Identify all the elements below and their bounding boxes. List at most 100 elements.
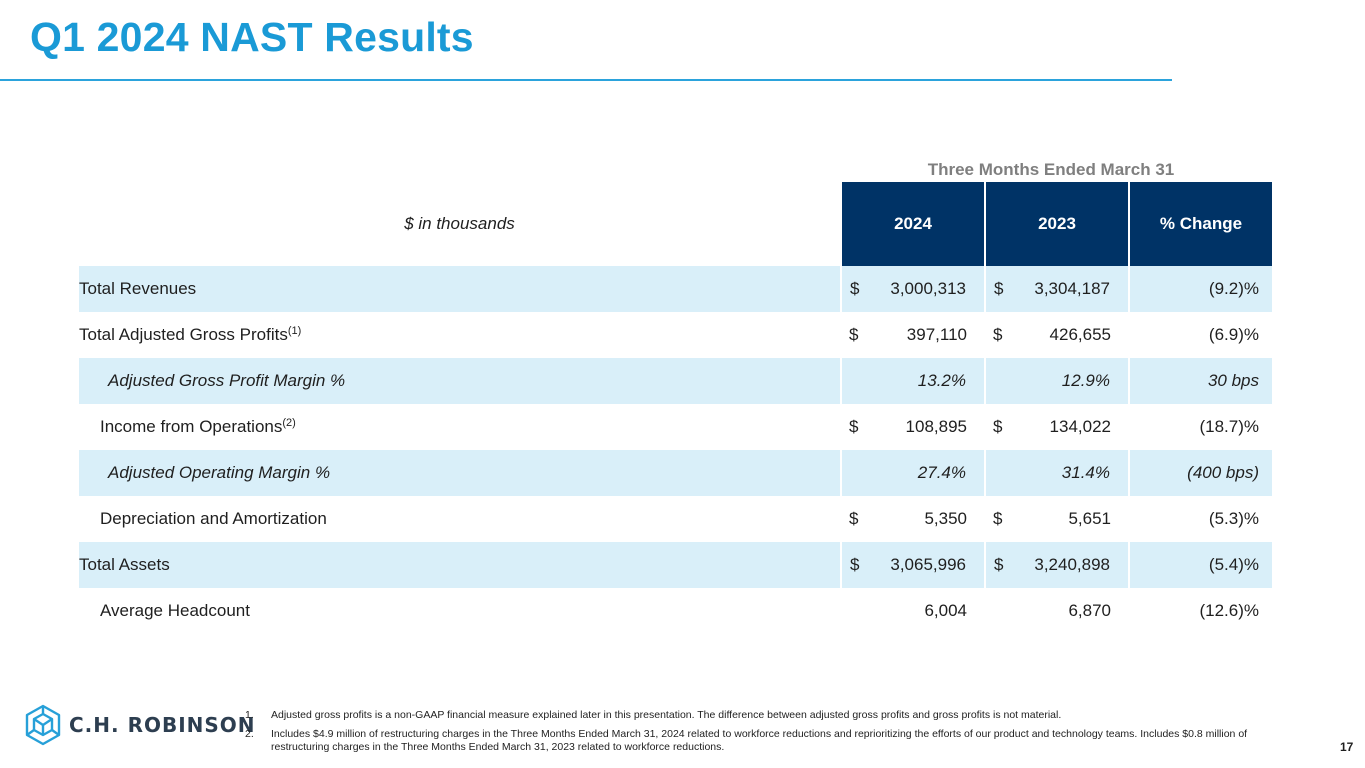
value-2024: $5,350 [841, 496, 985, 542]
table-row: Total Revenues $3,000,313 $3,304,187 (9.… [79, 266, 1272, 312]
row-label-text: Adjusted Operating Margin % [108, 463, 331, 482]
footnote-ref: (1) [287, 325, 302, 337]
row-label: Total Adjusted Gross Profits(1) [79, 312, 841, 358]
table-row: Depreciation and Amortization $5,350 $5,… [79, 496, 1272, 542]
dollar-sign: $ [849, 325, 859, 344]
table-row: Total Adjusted Gross Profits(1) $397,110… [79, 312, 1272, 358]
value-2023: 6,870 [985, 588, 1129, 634]
value-change: (400 bps) [1128, 450, 1272, 496]
value-2023: $5,651 [985, 496, 1129, 542]
amount: (18.7)% [1199, 417, 1259, 436]
value-change: (18.7)% [1129, 404, 1272, 450]
table-row: Adjusted Operating Margin % 27.4% 31.4% … [79, 450, 1272, 496]
amount: 31.4% [1061, 463, 1110, 482]
amount: 30 bps [1207, 371, 1259, 390]
page-title: Q1 2024 NAST Results [30, 14, 474, 60]
table-row: Adjusted Gross Profit Margin % 13.2% 12.… [79, 358, 1272, 404]
amount: 134,022 [1049, 417, 1111, 436]
amount: (5.4)% [1208, 555, 1259, 574]
value-2024: $3,065,996 [840, 542, 985, 588]
dollar-sign: $ [850, 279, 860, 298]
table-header-row: $ in thousands 2024 2023 % Change [79, 182, 1272, 266]
amount: 397,110 [906, 325, 967, 344]
row-label-text: Total Adjusted Gross Profits [79, 325, 288, 344]
dollar-sign: $ [849, 509, 859, 528]
amount: 3,240,898 [1034, 555, 1110, 574]
amount: (9.2)% [1208, 279, 1259, 298]
value-2024: 13.2% [840, 358, 985, 404]
amount: (5.3)% [1208, 509, 1259, 528]
amount: 27.4% [917, 463, 966, 482]
amount: 5,651 [1068, 509, 1111, 528]
row-label: Depreciation and Amortization [79, 496, 841, 542]
dollar-sign: $ [993, 417, 1003, 436]
column-header-2023: 2023 [984, 182, 1129, 266]
row-label: Average Headcount [79, 588, 841, 634]
dollar-sign: $ [993, 509, 1003, 528]
amount: 6,870 [1068, 601, 1111, 620]
value-change: (6.9)% [1129, 312, 1272, 358]
amount: (12.6)% [1199, 601, 1259, 620]
footnote-number: 1. [245, 709, 254, 721]
footnote-text: Includes $4.9 million of restructuring c… [271, 728, 1248, 753]
value-2024: $3,000,313 [840, 266, 985, 312]
dollar-sign: $ [850, 555, 860, 574]
value-2023: 31.4% [984, 450, 1129, 496]
row-label-text: Depreciation and Amortization [100, 509, 327, 528]
page-number: 17 [1340, 740, 1354, 754]
row-label: Income from Operations(2) [79, 404, 841, 450]
value-2024: $397,110 [841, 312, 985, 358]
title-divider [0, 79, 1172, 81]
dollar-sign: $ [994, 279, 1004, 298]
nast-results-table: $ in thousands 2024 2023 % Change Total … [79, 182, 1272, 634]
value-2024: 27.4% [840, 450, 985, 496]
footnote-item: 1. Adjusted gross profits is a non-GAAP … [245, 709, 1265, 722]
amount: (400 bps) [1187, 463, 1259, 482]
value-2023: $426,655 [985, 312, 1129, 358]
dollar-sign: $ [993, 325, 1003, 344]
row-label-text: Average Headcount [100, 601, 250, 620]
row-label: Adjusted Gross Profit Margin % [79, 358, 841, 404]
cube-logo-icon [25, 704, 61, 746]
amount: 3,065,996 [890, 555, 966, 574]
dollar-sign: $ [849, 417, 859, 436]
column-header-change: % Change [1128, 182, 1272, 266]
table-row: Total Assets $3,065,996 $3,240,898 (5.4)… [79, 542, 1272, 588]
amount: 13.2% [917, 371, 966, 390]
amount: 12.9% [1061, 371, 1110, 390]
footnotes: 1. Adjusted gross profits is a non-GAAP … [245, 709, 1265, 760]
row-label-text: Total Assets [79, 555, 170, 574]
amount: 426,655 [1049, 325, 1111, 344]
value-change: 30 bps [1128, 358, 1272, 404]
value-2024: $108,895 [841, 404, 985, 450]
footnote-ref: (2) [282, 417, 296, 429]
amount: (6.9)% [1208, 325, 1259, 344]
row-label-text: Income from Operations [100, 417, 283, 436]
value-2023: $134,022 [985, 404, 1129, 450]
value-change: (5.3)% [1129, 496, 1272, 542]
value-2024: 6,004 [841, 588, 985, 634]
row-label: Adjusted Operating Margin % [79, 450, 841, 496]
table-row: Average Headcount 6,004 6,870 (12.6)% [79, 588, 1272, 634]
value-2023: $3,240,898 [984, 542, 1129, 588]
footnote-number: 2. [245, 728, 254, 740]
units-label: $ in thousands [404, 214, 515, 233]
company-logo-text: C.H. ROBINSON [69, 713, 256, 737]
value-change: (5.4)% [1128, 542, 1272, 588]
period-header: Three Months Ended March 31 [927, 160, 1175, 179]
dollar-sign: $ [994, 555, 1004, 574]
amount: 3,304,187 [1034, 279, 1110, 298]
value-2023: 12.9% [984, 358, 1129, 404]
column-header-2024: 2024 [840, 182, 985, 266]
footnote-text: Adjusted gross profits is a non-GAAP fin… [271, 709, 1062, 721]
value-change: (9.2)% [1128, 266, 1272, 312]
value-change: (12.6)% [1129, 588, 1272, 634]
amount: 5,350 [924, 509, 967, 528]
table-row: Income from Operations(2) $108,895 $134,… [79, 404, 1272, 450]
row-label: Total Assets [79, 542, 841, 588]
row-label-text: Adjusted Gross Profit Margin % [108, 371, 346, 390]
amount: 108,895 [905, 417, 967, 436]
amount: 3,000,313 [890, 279, 966, 298]
row-label: Total Revenues [79, 266, 841, 312]
amount: 6,004 [924, 601, 967, 620]
